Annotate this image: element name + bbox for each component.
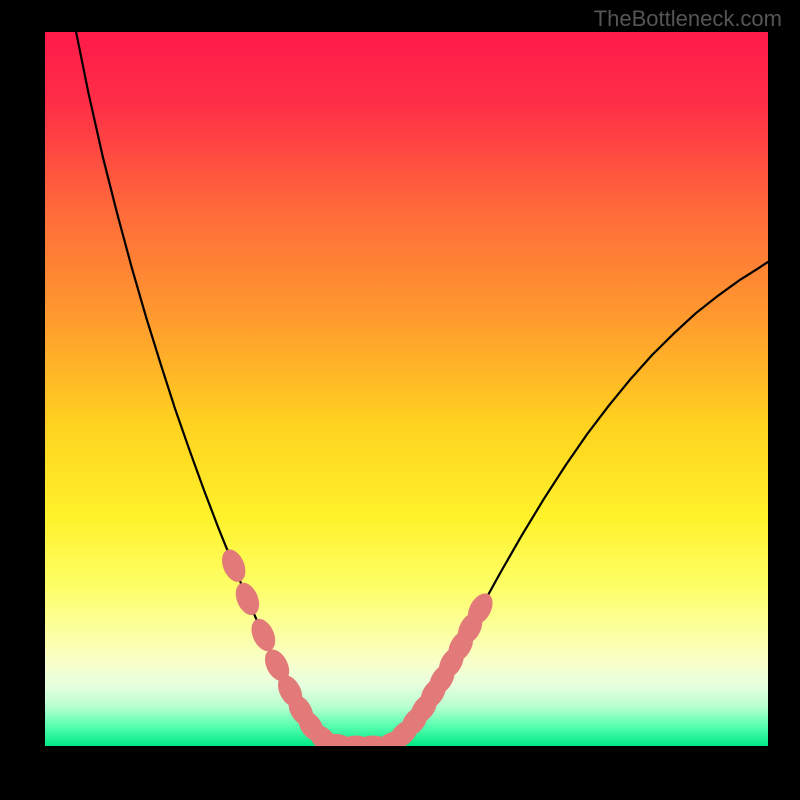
bead-markers — [45, 32, 768, 746]
chart-frame: TheBottleneck.com — [0, 0, 800, 800]
plot-area — [45, 32, 768, 746]
watermark-text: TheBottleneck.com — [594, 6, 782, 32]
